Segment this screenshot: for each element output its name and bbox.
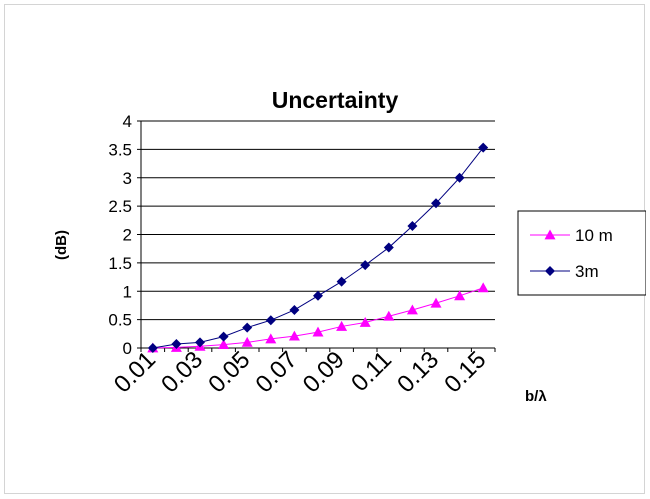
y-tick-label: 2	[123, 226, 132, 245]
data-point	[312, 326, 324, 337]
x-tick-label: 0.15	[439, 346, 491, 398]
x-axis-label: b/λ	[525, 388, 547, 405]
y-tick-label: 0.5	[108, 311, 132, 330]
data-point	[218, 331, 229, 342]
legend-marker	[544, 229, 556, 240]
chart-frame: Uncertainty (dB) b/λ 0 0.5 1 1.5 2 2.5 3 3.5 4 0.…	[4, 4, 646, 494]
data-point	[171, 339, 182, 350]
legend-label: 10 m	[575, 226, 613, 245]
y-tick-label: 1	[123, 282, 132, 301]
data-point	[406, 304, 418, 315]
data-point	[265, 315, 276, 326]
data-point	[241, 336, 253, 347]
y-tick-label: 4	[123, 112, 132, 131]
data-point	[360, 260, 371, 271]
x-tick-label: 0.03	[156, 346, 208, 398]
x-tick-label: 0.05	[203, 346, 255, 398]
data-point	[336, 276, 347, 287]
y-tick-label: 3.5	[108, 140, 132, 159]
data-point	[454, 172, 465, 183]
data-point	[288, 330, 300, 341]
y-axis-label: (dB)	[53, 230, 70, 260]
data-point	[383, 310, 395, 321]
x-tick-label: 0.13	[392, 346, 444, 398]
data-point	[289, 304, 300, 315]
x-tick-label: 0.11	[346, 346, 397, 397]
data-point	[454, 290, 466, 301]
y-tick-label: 1.5	[108, 254, 132, 273]
data-point	[336, 320, 348, 331]
plot-area: 00.511.522.533.540.010.030.050.070.090.1…	[108, 112, 496, 398]
data-point	[265, 333, 277, 344]
legend-marker	[545, 266, 555, 276]
data-point	[147, 343, 158, 353]
data-point	[242, 322, 253, 333]
data-point	[477, 282, 489, 293]
data-point	[195, 337, 205, 348]
y-tick-label: 0	[123, 339, 132, 358]
y-tick-label: 2.5	[108, 197, 132, 216]
data-point	[430, 297, 442, 308]
data-point	[407, 220, 418, 231]
x-tick-label: 0.01	[109, 346, 161, 398]
legend-box	[517, 210, 646, 296]
chart-title: Uncertainty	[272, 87, 399, 113]
y-tick-label: 3	[123, 169, 132, 188]
line-chart: Uncertainty (dB) b/λ 0 0.5 1 1.5 2 2.5 3 3.5 4 0.…	[53, 87, 646, 405]
data-point	[383, 242, 394, 253]
data-point	[431, 198, 441, 209]
data-point	[478, 142, 489, 153]
x-tick-label: 0.09	[298, 346, 350, 398]
data-point	[313, 290, 323, 301]
legend-label: 3m	[575, 262, 599, 281]
x-tick-label: 0.07	[251, 346, 303, 398]
data-point	[359, 316, 371, 327]
legend: 10 m 3m	[517, 210, 646, 296]
data-point	[218, 339, 230, 349]
